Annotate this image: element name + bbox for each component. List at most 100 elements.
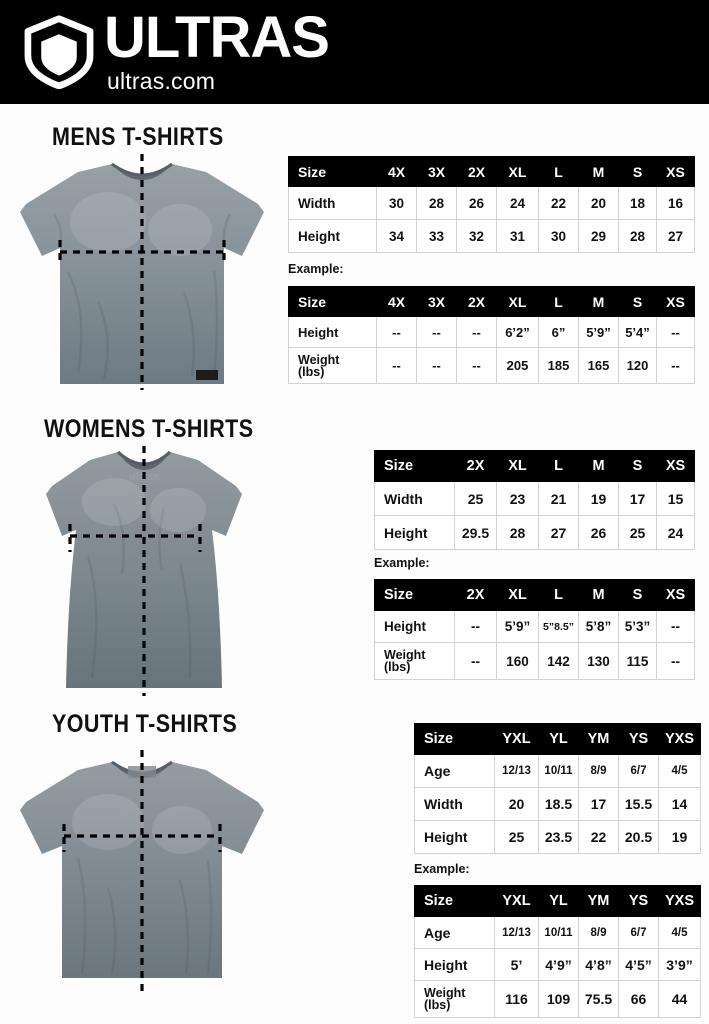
cell: 21 — [538, 481, 579, 516]
row-label-width: Width — [414, 787, 495, 821]
cell: 20 — [494, 787, 539, 821]
cell: -- — [454, 610, 497, 643]
col-size: Size — [374, 450, 455, 482]
cell: 34 — [376, 219, 417, 253]
cell: 115 — [618, 642, 657, 680]
womens-tshirt-illustration-icon: ultras — [32, 444, 256, 700]
col-xl: XL — [496, 450, 539, 482]
cell: 19 — [578, 481, 619, 516]
cell: 5’9” — [496, 610, 539, 643]
cell: 18.5 — [538, 787, 579, 821]
cell: 18 — [618, 186, 657, 220]
womens-size-table: Size 2X XL L M S XS Width 25 23 21 19 17… — [374, 450, 695, 550]
cell: 17 — [618, 481, 657, 516]
cell: 120 — [618, 347, 657, 384]
table-header-row: Size 4X 3X 2X XL L M S XS — [288, 286, 695, 317]
cell: -- — [416, 316, 457, 348]
col-l: L — [538, 286, 579, 317]
table-row: Weight (lbs) 116 109 75.5 66 44 — [414, 980, 701, 1018]
col-2x: 2X — [456, 156, 497, 187]
row-label-height: Height — [288, 316, 377, 348]
col-size: Size — [288, 286, 377, 317]
cell: 44 — [658, 980, 701, 1018]
table-header-row: Size YXL YL YM YS YXS — [414, 885, 701, 917]
youth-size-table: Size YXL YL YM YS YXS Age 12/13 10/11 8/… — [414, 723, 701, 854]
table-row: Height 34 33 32 31 30 29 28 27 — [288, 219, 695, 253]
cell: 5”8.5” — [538, 610, 579, 643]
cell: 22 — [578, 820, 619, 854]
col-m: M — [578, 579, 619, 611]
col-xs: XS — [656, 579, 695, 611]
table-header-row: Size 2X XL L M S XS — [374, 579, 695, 611]
cell: 75.5 — [578, 980, 619, 1018]
cell: 5’9” — [578, 316, 619, 348]
cell: 26 — [578, 515, 619, 550]
row-label-weight-line2: (lbs) — [424, 998, 451, 1012]
col-xs: XS — [656, 450, 695, 482]
cell: -- — [454, 642, 497, 680]
cell: 24 — [656, 515, 695, 550]
table-row: Weight (lbs) -- 160 142 130 115 -- — [374, 642, 695, 680]
cell: 10/11 — [538, 754, 579, 788]
col-size: Size — [414, 723, 495, 755]
col-yxs: YXS — [658, 885, 701, 917]
cell: 23 — [496, 481, 539, 516]
col-xs: XS — [656, 156, 695, 187]
cell: 6/7 — [618, 916, 659, 949]
cell: 16 — [656, 186, 695, 220]
table-row: Age 12/13 10/11 8/9 6/7 4/5 — [414, 916, 701, 949]
row-label-weight-line2: (lbs) — [384, 660, 411, 674]
row-label-weight-line2: (lbs) — [298, 364, 325, 379]
cell: 66 — [618, 980, 659, 1018]
cell: 15.5 — [618, 787, 659, 821]
cell: 29 — [578, 219, 619, 253]
col-3x: 3X — [416, 286, 457, 317]
col-s: S — [618, 579, 657, 611]
cell: 4/5 — [658, 754, 701, 788]
cell: 15 — [656, 481, 695, 516]
col-xl: XL — [496, 156, 539, 187]
brand-url: ultras.com — [107, 68, 216, 94]
cell: 32 — [456, 219, 497, 253]
cell: 29.5 — [454, 515, 497, 550]
cell: 6” — [538, 316, 579, 348]
cell: 3’9” — [658, 948, 701, 981]
mens-size-table: Size 4X 3X 2X XL L M S XS Width 30 28 26… — [288, 156, 695, 253]
col-ys: YS — [618, 885, 659, 917]
cell: -- — [376, 347, 417, 384]
brand-name: ULTRAS — [104, 5, 330, 70]
cell: 6’2” — [496, 316, 539, 348]
cell: 22 — [538, 186, 579, 220]
cell: 19 — [658, 820, 701, 854]
col-l: L — [538, 450, 579, 482]
cell: 6/7 — [618, 754, 659, 788]
cell: 30 — [376, 186, 417, 220]
cell: 30 — [538, 219, 579, 253]
section-title-womens: WOMENS T-SHIRTS — [44, 415, 254, 443]
col-yxs: YXS — [658, 723, 701, 755]
cell: 26 — [456, 186, 497, 220]
row-label-weight-line1: Weight — [384, 648, 426, 662]
section-title-mens: MENS T-SHIRTS — [52, 123, 224, 151]
col-yl: YL — [538, 885, 579, 917]
table-row: Height -- 5’9” 5”8.5” 5’8” 5’3” -- — [374, 610, 695, 643]
row-label-age: Age — [414, 916, 495, 949]
cell: 116 — [494, 980, 539, 1018]
col-s: S — [618, 450, 657, 482]
cell: 28 — [496, 515, 539, 550]
cell: 27 — [538, 515, 579, 550]
table-header-row: Size YXL YL YM YS YXS — [414, 723, 701, 755]
table-row: Width 30 28 26 24 22 20 18 16 — [288, 186, 695, 220]
col-size: Size — [374, 579, 455, 611]
row-label-height: Height — [414, 820, 495, 854]
cell: 23.5 — [538, 820, 579, 854]
cell: 4’8” — [578, 948, 619, 981]
col-2x: 2X — [456, 286, 497, 317]
section-title-youth: YOUTH T-SHIRTS — [52, 710, 238, 738]
cell: 25 — [494, 820, 539, 854]
cell: -- — [376, 316, 417, 348]
col-s: S — [618, 156, 657, 187]
row-label-width: Width — [374, 481, 455, 516]
cell: 24 — [496, 186, 539, 220]
